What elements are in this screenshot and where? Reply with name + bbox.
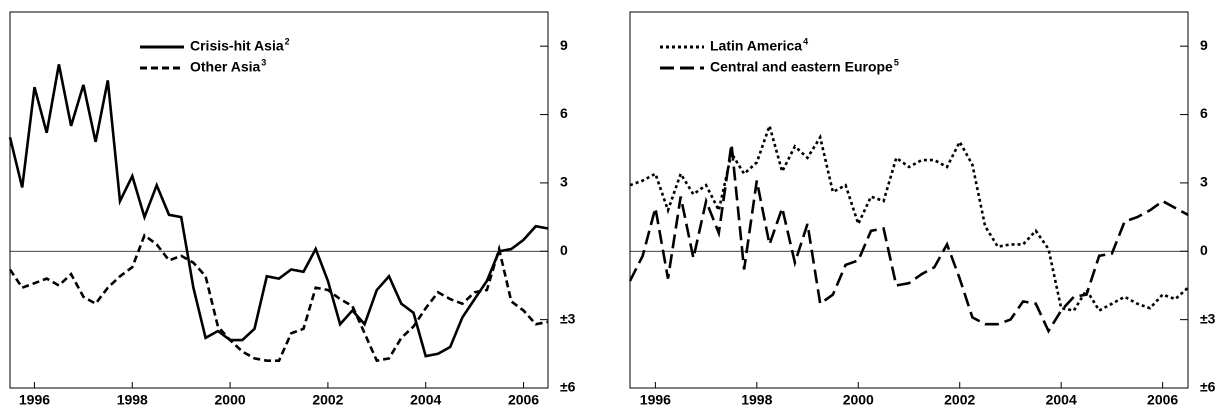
y-tick-label: 6 (560, 105, 568, 121)
y-tick-label: 9 (1200, 37, 1208, 53)
x-tick-label: 2006 (1147, 392, 1178, 408)
y-tick-label: 6 (1200, 105, 1208, 121)
legend-label: Central and eastern Europe (710, 59, 893, 75)
y-tick-label: 0 (560, 242, 568, 258)
legend-label: Other Asia (190, 59, 260, 75)
x-tick-label: 2004 (1046, 392, 1077, 408)
legend-footnote: 5 (894, 57, 899, 67)
y-tick-label: 3 (1200, 174, 1208, 190)
x-tick-label: 2002 (312, 392, 343, 408)
legend-footnote: 3 (261, 57, 266, 67)
x-tick-label: 2000 (843, 392, 874, 408)
series-line (8, 64, 549, 358)
x-tick-label: 1996 (640, 392, 671, 408)
legend-footnote: 4 (803, 36, 808, 46)
x-tick-label: 1998 (741, 392, 772, 408)
plot-frame (9, 11, 549, 389)
y-tick-label: ±6 (560, 379, 576, 395)
plot-frame (629, 11, 1189, 389)
legend-label: Crisis-hit Asia (190, 38, 284, 54)
y-tick-label: 3 (560, 174, 568, 190)
y-tick-label: 9 (560, 37, 568, 53)
series-line (628, 144, 1189, 334)
y-tick-label: ±6 (1200, 379, 1216, 395)
x-tick-label: 1998 (117, 392, 148, 408)
x-tick-label: 2006 (508, 392, 539, 408)
y-tick-label: 0 (1200, 242, 1208, 258)
x-tick-label: 2000 (215, 392, 246, 408)
x-tick-label: 2004 (410, 392, 441, 408)
legend-label: Latin America (710, 38, 802, 54)
x-tick-label: 2002 (944, 392, 975, 408)
y-tick-label: ±3 (1200, 310, 1216, 326)
x-tick-label: 1996 (19, 392, 50, 408)
legend-footnote: 2 (285, 36, 290, 46)
series-line (8, 233, 549, 363)
y-tick-label: ±3 (560, 310, 576, 326)
series-line (629, 121, 1189, 313)
